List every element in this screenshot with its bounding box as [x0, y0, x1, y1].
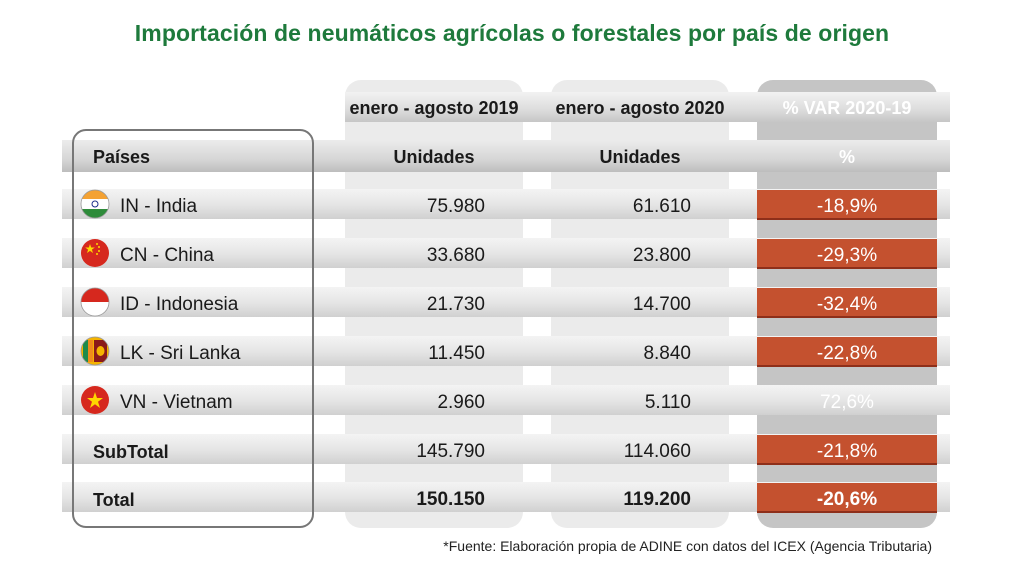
- period-header-band: [345, 92, 950, 122]
- source-footnote: *Fuente: Elaboración propia de ADINE con…: [443, 538, 932, 554]
- india-flag-icon: [80, 189, 110, 219]
- units-2020-header: Unidades: [599, 147, 681, 167]
- total-2020: 119.200: [623, 489, 691, 510]
- value-2019: 11.450: [428, 343, 485, 364]
- country-name: IN - India: [120, 196, 198, 217]
- value-2020: 8.840: [643, 343, 691, 364]
- percent-header: %: [838, 147, 855, 167]
- variation-highlight: [757, 435, 937, 465]
- variation-value: 72,6%: [820, 392, 874, 413]
- units-2019-header: Unidades: [393, 147, 475, 167]
- value-2020: 61.610: [632, 196, 691, 217]
- variation-value: -29,3%: [816, 245, 878, 266]
- column-header-band: [62, 140, 950, 172]
- value-2019: 75.980: [426, 196, 485, 217]
- value-2019: 21.730: [426, 294, 485, 315]
- countries-column-frame: [72, 129, 314, 528]
- variation-header: % VAR 2020-19: [782, 98, 912, 118]
- country-name: LK - Sri Lanka: [120, 343, 241, 364]
- country-name: CN - China: [120, 245, 214, 266]
- countries-header: Países: [93, 147, 151, 167]
- variation-highlight: [757, 239, 937, 269]
- total-label: Total: [93, 490, 135, 510]
- subtotal-label: SubTotal: [93, 442, 169, 462]
- variation-highlight: [757, 483, 937, 513]
- row-band: [62, 385, 950, 415]
- variation-highlight: [757, 288, 937, 318]
- value-2019: 33.680: [426, 245, 485, 266]
- vietnam-flag-icon: [81, 386, 109, 414]
- variation-value: -32,4%: [816, 294, 878, 315]
- subtotal-2020: 114.060: [623, 441, 691, 462]
- page-title: Importación de neumáticos agrícolas o fo…: [134, 20, 890, 46]
- value-2020: 23.800: [632, 245, 691, 266]
- variation-value: -22,8%: [816, 343, 878, 364]
- indonesia-flag-icon: [80, 287, 110, 317]
- total-2019: 150.150: [416, 489, 485, 510]
- value-2019: 2.960: [437, 392, 485, 413]
- total-variation: -20,6%: [816, 489, 878, 510]
- variation-highlight: [757, 337, 937, 367]
- variation-value: -18,9%: [816, 196, 878, 217]
- period-2020-header: enero - agosto 2020: [555, 98, 725, 118]
- country-name: ID - Indonesia: [120, 294, 239, 315]
- sri-lanka-flag-icon: [80, 336, 110, 366]
- period-2019-header: enero - agosto 2019: [349, 98, 519, 118]
- country-name: VN - Vietnam: [120, 392, 233, 413]
- value-2020: 14.700: [632, 294, 691, 315]
- china-flag-icon: [81, 239, 109, 267]
- value-2020: 5.110: [644, 392, 691, 413]
- subtotal-2019: 145.790: [416, 441, 485, 462]
- variation-highlight: [757, 190, 937, 220]
- subtotal-variation: -21,8%: [816, 441, 878, 462]
